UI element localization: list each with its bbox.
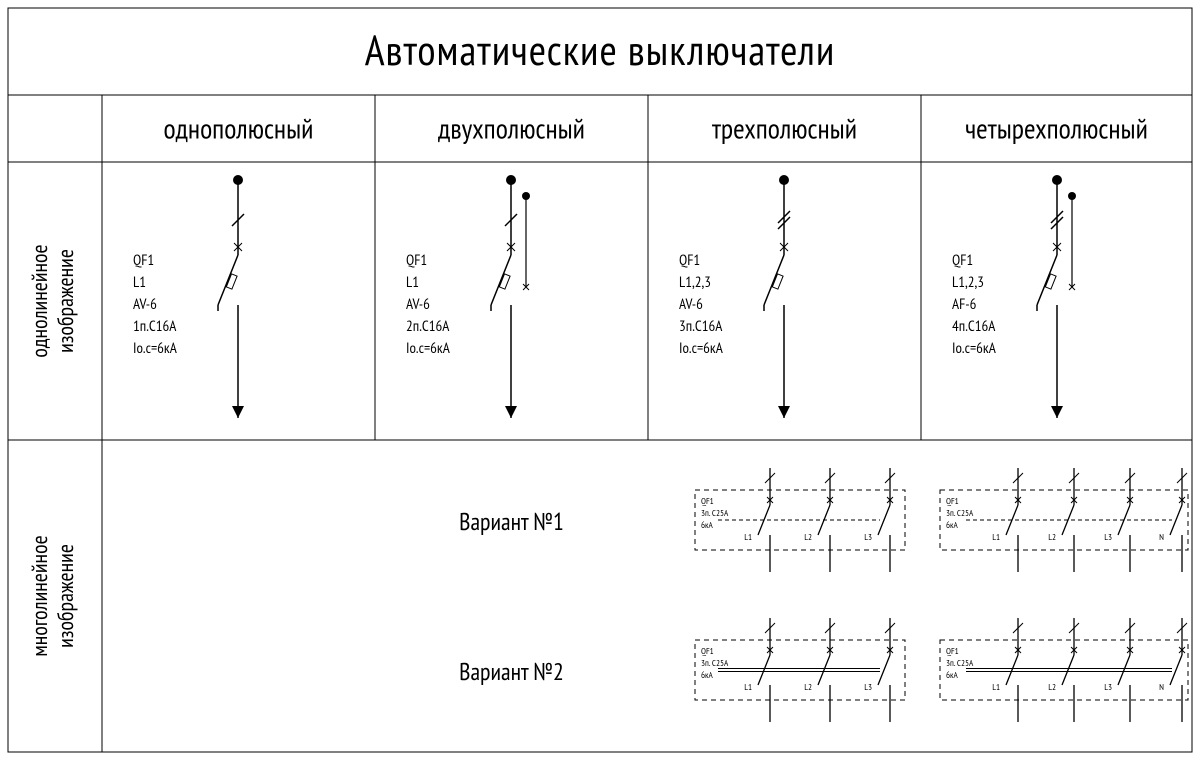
spec-line: 3п. C25A — [701, 658, 729, 669]
spec-line: QF1 — [679, 251, 700, 270]
spec-line: L1 — [133, 273, 146, 292]
spec-line: QF1 — [406, 251, 427, 270]
pole-label: L2 — [1048, 532, 1056, 543]
page-title: Автоматические выключатели — [365, 22, 836, 77]
spec-line: QF1 — [946, 496, 959, 507]
pole-label: L1 — [744, 532, 752, 543]
spec-line: QF1 — [952, 251, 973, 270]
spec-line: 6кА — [946, 520, 959, 531]
pole-label: L2 — [804, 532, 812, 543]
pole-label: L3 — [1104, 532, 1112, 543]
multi-line-symbol: QF13п. C25A6кА L1 L2 L3 — [695, 468, 905, 572]
row-label: многолинейноеизображение — [26, 535, 80, 656]
spec-line: 3п. C25A — [946, 658, 974, 669]
spec-line: L1,2,3 — [952, 273, 984, 292]
column-header: трехполюсный — [712, 110, 857, 147]
single-line-row: QF1 L1 AV-6 1п.C16A Io.c=6кА QF1 L1 AV-6 2п.C16A… — [133, 175, 1076, 418]
spec-line: Io.c=6кА — [133, 339, 178, 358]
spec-line: QF1 — [701, 496, 714, 507]
multi-line-symbol: QF13п. C25A6кА L1 L2 L3 N — [940, 618, 1188, 722]
spec-line: 6кА — [946, 670, 959, 681]
pole-label: N — [1159, 532, 1164, 543]
column-headers: однополюсный двухполюсный трехполюсный четы… — [164, 110, 1148, 147]
pole-label: L1 — [744, 682, 752, 693]
single-line-symbol: QF1 L1 AV-6 1п.C16A Io.c=6кА — [133, 175, 244, 418]
svg-text:изображение: изображение — [52, 544, 80, 648]
svg-text:однолинейное: однолинейное — [26, 244, 54, 357]
spec-line: 3п. C25A — [946, 508, 974, 519]
row-labels: однолинейноеизображениемноголинейноеизоб… — [26, 244, 80, 656]
pole-label: L3 — [1104, 682, 1112, 693]
pole-label: L1 — [992, 532, 1000, 543]
svg-text:многолинейное: многолинейное — [26, 535, 54, 656]
column-header: двухполюсный — [438, 110, 585, 147]
spec-line: QF1 — [133, 251, 154, 270]
multi-line-symbol: QF13п. C25A6кА L1 L2 L3 — [695, 618, 905, 722]
pole-label: N — [1159, 682, 1164, 693]
pole-label: L1 — [992, 682, 1000, 693]
spec-line: Io.c=6кА — [679, 339, 724, 358]
column-header: однополюсный — [164, 110, 314, 147]
pole-label: L3 — [864, 532, 872, 543]
column-header: четырехполюсный — [965, 110, 1148, 147]
spec-line: 2п.C16A — [406, 317, 450, 336]
pole-label: L2 — [804, 682, 812, 693]
spec-line: AV-6 — [406, 295, 430, 314]
spec-line: 1п.C16A — [133, 317, 177, 336]
variant-label: Вариант №1 — [459, 506, 564, 537]
row-label: однолинейноеизображение — [26, 244, 80, 357]
spec-line: 4п.C16A — [952, 317, 996, 336]
spec-line: L1 — [406, 273, 419, 292]
spec-line: AV-6 — [679, 295, 703, 314]
single-line-symbol: QF1 L1,2,3 AV-6 3п.C16A Io.c=6кА — [679, 175, 790, 418]
spec-line: 3п. C25A — [701, 508, 729, 519]
multi-line-symbol: QF13п. C25A6кА L1 L2 L3 N — [940, 468, 1188, 572]
single-line-symbol: QF1 L1,2,3 AF-6 4п.C16A Io.c=6кА — [952, 175, 1076, 418]
pole-label: L3 — [864, 682, 872, 693]
single-line-symbol: QF1 L1 AV-6 2п.C16A Io.c=6кА — [406, 175, 530, 418]
variant-label: Вариант №2 — [459, 656, 564, 687]
pole-label: L2 — [1048, 682, 1056, 693]
spec-line: 6кА — [701, 670, 714, 681]
diagram-stage: Автоматические выключатели однополюсный д… — [0, 0, 1200, 761]
spec-line: Io.c=6кА — [406, 339, 451, 358]
spec-line: 3п.C16A — [679, 317, 723, 336]
spec-line: 6кА — [701, 520, 714, 531]
spec-line: L1,2,3 — [679, 273, 711, 292]
svg-text:изображение: изображение — [52, 249, 80, 353]
spec-line: AF-6 — [952, 295, 977, 314]
multi-line-row: Вариант №1Вариант №2QF13п. C25A6кАL1L2L3… — [459, 468, 1188, 722]
spec-line: QF1 — [701, 646, 714, 657]
spec-line: Io.c=6кА — [952, 339, 997, 358]
spec-line: AV-6 — [133, 295, 157, 314]
spec-line: QF1 — [946, 646, 959, 657]
